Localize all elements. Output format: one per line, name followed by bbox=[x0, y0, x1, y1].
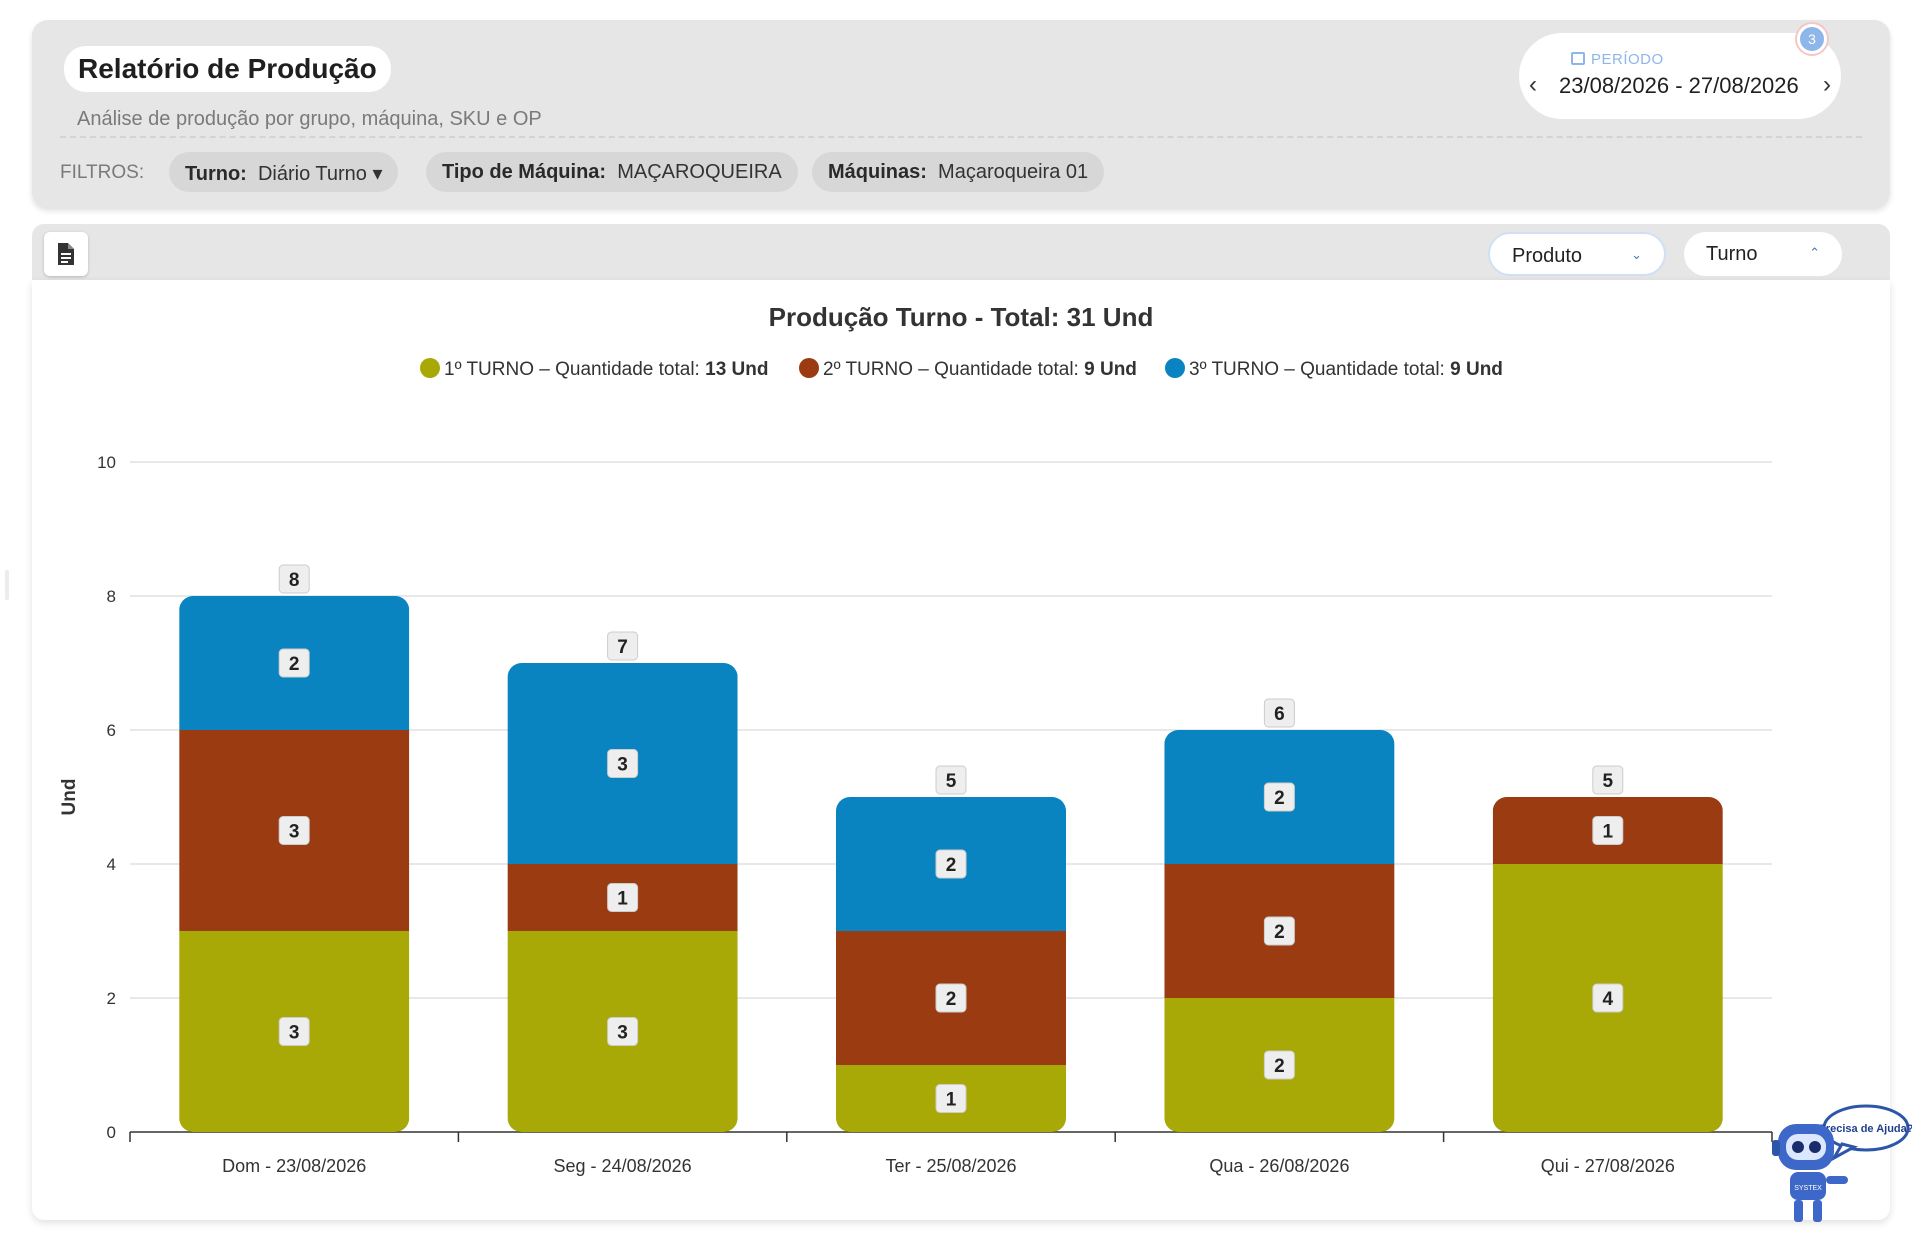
header-divider bbox=[60, 136, 1862, 138]
x-tick-label: Dom - 23/08/2026 bbox=[222, 1156, 366, 1176]
total-label-box bbox=[607, 631, 639, 661]
report-header: Relatório de Produção Análise de produçã… bbox=[32, 20, 1890, 208]
page-title: Relatório de Produção bbox=[64, 46, 391, 92]
chart-card: Produção Turno - Total: 31 Und 1º TURNO –… bbox=[32, 280, 1890, 1220]
filter-key: Turno: bbox=[185, 163, 247, 185]
filter-value: MAÇAROQUEIRA bbox=[617, 161, 782, 183]
chevron-down-icon: ⌄ bbox=[1631, 247, 1642, 262]
product-select[interactable]: Produto ⌄ bbox=[1488, 232, 1666, 276]
chart-toolbar: Produto ⌄ Turno ⌃ bbox=[32, 224, 1890, 280]
x-tick-label: Seg - 24/08/2026 bbox=[554, 1156, 692, 1176]
data-label-box bbox=[278, 1017, 310, 1046]
filter-value: Diário Turno ▾ bbox=[257, 163, 383, 185]
calendar-icon bbox=[1571, 52, 1585, 65]
document-icon bbox=[58, 243, 74, 265]
period-label-text: PERÍODO bbox=[1591, 51, 1664, 68]
total-label: 5 bbox=[946, 771, 957, 792]
total-label: 8 bbox=[289, 570, 300, 591]
data-label: 1 bbox=[617, 889, 628, 910]
help-bubble-text: Precisa de Ajuda? bbox=[1819, 1123, 1912, 1135]
filter-key: Tipo de Máquina: bbox=[442, 161, 607, 183]
y-tick-label: 8 bbox=[107, 587, 116, 606]
production-chart: Produção Turno - Total: 31 Und 1º TURNO –… bbox=[59, 302, 1773, 1176]
filter-chip-turno[interactable]: Turno: Diário Turno ▾ bbox=[169, 152, 399, 192]
filter-chip-machines[interactable]: Máquinas: Maçaroqueira 01 bbox=[812, 152, 1105, 192]
legend-entry: 1º TURNO – Quantidade total: 13 Und bbox=[444, 359, 768, 380]
data-label-box bbox=[1263, 916, 1295, 946]
period-value: 23/08/2026 - 27/08/2026 bbox=[1559, 73, 1799, 98]
total-label-box bbox=[278, 564, 310, 594]
notification-badge: 3 bbox=[1797, 24, 1827, 54]
y-tick-label: 6 bbox=[107, 721, 116, 740]
filter-key: Máquinas: bbox=[828, 161, 927, 183]
resize-handle[interactable] bbox=[5, 570, 9, 600]
data-label-box bbox=[278, 816, 310, 845]
data-label-box bbox=[1592, 816, 1624, 845]
data-label: 3 bbox=[289, 1023, 300, 1044]
data-label-box bbox=[935, 983, 967, 1013]
data-label: 2 bbox=[946, 989, 957, 1010]
data-label-box bbox=[1263, 782, 1295, 812]
data-label-box bbox=[607, 1017, 639, 1046]
data-label: 3 bbox=[617, 1023, 628, 1044]
data-label: 2 bbox=[946, 855, 957, 876]
data-label: 2 bbox=[1274, 922, 1285, 943]
filter-value: Maçaroqueira 01 bbox=[938, 161, 1089, 183]
data-label: 1 bbox=[946, 1090, 957, 1111]
legend-marker bbox=[799, 358, 819, 378]
x-tick-label: Qua - 26/08/2026 bbox=[1209, 1156, 1349, 1176]
period-selector[interactable]: ‹ PERÍODO 23/08/2026 - 27/08/2026 › bbox=[1519, 33, 1841, 119]
filter-chip-machine-type[interactable]: Tipo de Máquina: MAÇAROQUEIRA bbox=[426, 152, 798, 192]
data-label-box bbox=[278, 648, 310, 678]
help-robot-icon: Precisa de Ajuda? SYSTEX bbox=[1772, 1104, 1914, 1222]
y-tick-label: 2 bbox=[107, 989, 116, 1008]
data-label-box bbox=[935, 1084, 967, 1113]
help-bot-label: SYSTEX bbox=[1794, 1185, 1822, 1192]
legend-entry: 3º TURNO – Quantidade total: 9 Und bbox=[1189, 359, 1503, 380]
total-label-box bbox=[1592, 765, 1624, 795]
chevron-left-icon[interactable]: ‹ bbox=[1529, 71, 1537, 98]
legend-entry: 2º TURNO – Quantidade total: 9 Und bbox=[823, 359, 1137, 380]
chart-title: Produção Turno - Total: 31 Und bbox=[769, 302, 1154, 332]
product-select-value: Produto bbox=[1512, 245, 1583, 267]
x-tick-label: Qui - 27/08/2026 bbox=[1541, 1156, 1675, 1176]
x-tick-label: Ter - 25/08/2026 bbox=[885, 1156, 1016, 1176]
legend-marker bbox=[1165, 358, 1185, 378]
data-label-box bbox=[1592, 983, 1624, 1013]
y-tick-label: 0 bbox=[107, 1123, 116, 1142]
data-label: 3 bbox=[289, 822, 300, 843]
help-assistant[interactable]: Precisa de Ajuda? SYSTEX bbox=[1762, 1098, 1914, 1234]
total-label: 5 bbox=[1603, 771, 1614, 792]
total-label: 7 bbox=[617, 637, 628, 658]
total-label-box bbox=[1263, 698, 1295, 728]
chevron-up-icon: ⌃ bbox=[1809, 245, 1820, 260]
total-label: 6 bbox=[1274, 704, 1285, 725]
data-label: 2 bbox=[1274, 1056, 1285, 1077]
data-label: 4 bbox=[1603, 989, 1614, 1010]
data-label: 3 bbox=[617, 755, 628, 776]
data-label: 1 bbox=[1603, 822, 1614, 843]
y-tick-label: 4 bbox=[107, 855, 116, 874]
data-label-box bbox=[935, 849, 967, 879]
chevron-right-icon[interactable]: › bbox=[1823, 71, 1831, 98]
filters-label: FILTROS: bbox=[60, 162, 145, 183]
data-label-box bbox=[1263, 1050, 1295, 1080]
turno-select[interactable]: Turno ⌃ bbox=[1684, 232, 1842, 276]
page-subtitle: Análise de produção por grupo, máquina, … bbox=[77, 108, 542, 130]
period-label: PERÍODO bbox=[1571, 51, 1664, 68]
y-axis-label: Und bbox=[59, 779, 80, 816]
export-document-button[interactable] bbox=[44, 232, 88, 276]
data-label: 2 bbox=[1274, 788, 1285, 809]
data-label-box bbox=[607, 749, 639, 778]
data-label: 2 bbox=[289, 654, 300, 675]
turno-select-value: Turno bbox=[1706, 243, 1758, 265]
data-label-box bbox=[607, 883, 639, 912]
y-tick-label: 10 bbox=[97, 453, 116, 472]
total-label-box bbox=[935, 765, 967, 795]
legend-marker bbox=[420, 358, 440, 378]
